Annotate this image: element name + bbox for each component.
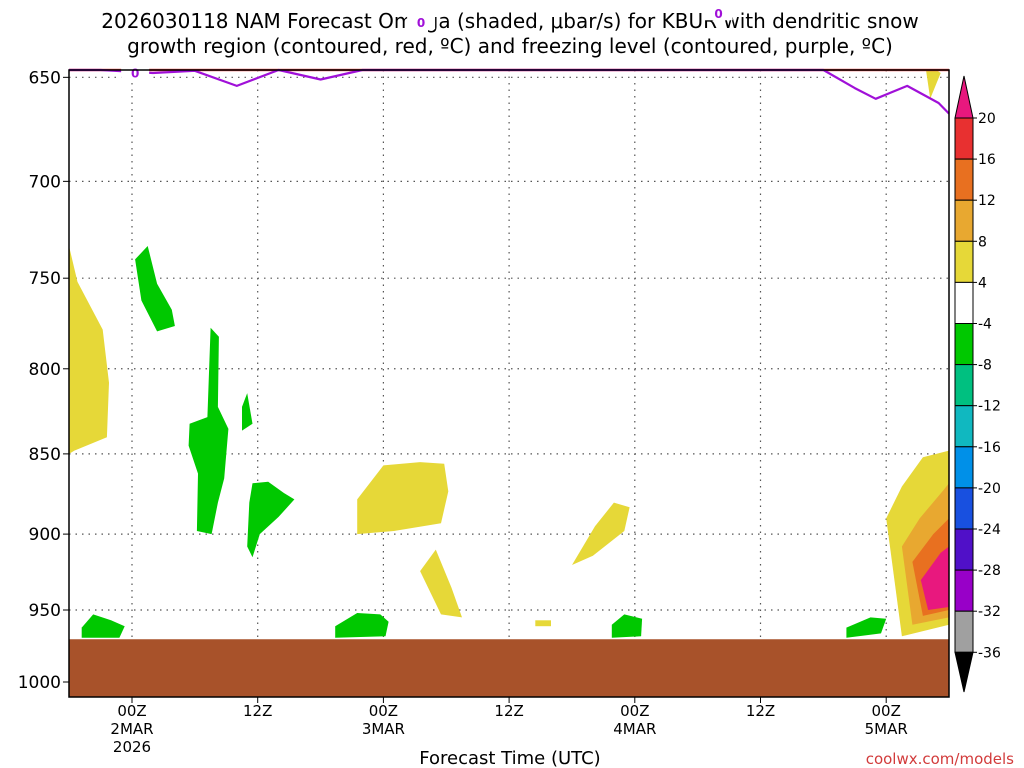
colorbar-segment-6 bbox=[954, 323, 974, 366]
colorbar-segment-3 bbox=[954, 199, 974, 242]
colorbar-label-0: 20 bbox=[978, 111, 996, 127]
colorbar-label-11: -28 bbox=[978, 563, 1001, 579]
y-axis-ticks: 2503003504004505005506006507007508008509… bbox=[18, 68, 69, 693]
contour-label-8: 0 bbox=[714, 7, 722, 21]
omega-region-8 bbox=[535, 620, 551, 627]
chart-title-line2: growth region (contoured, red, ºC) and f… bbox=[127, 34, 893, 58]
colorbar-bottom-arrow bbox=[954, 651, 974, 693]
colorbar-segment-11 bbox=[954, 528, 974, 571]
colorbar-top-arrow bbox=[954, 75, 974, 119]
omega-region-18 bbox=[247, 481, 295, 558]
contour-label-7: 0 bbox=[417, 16, 425, 30]
contour-label-bg-6 bbox=[121, 65, 150, 81]
colorbar-segment-1 bbox=[954, 117, 974, 160]
ytick-label-700: 700 bbox=[29, 172, 61, 192]
omega-region-5 bbox=[357, 462, 449, 535]
colorbar-segment-9 bbox=[954, 446, 974, 489]
contour-labels: -18-18-18-12-12-12000 bbox=[121, 5, 733, 81]
colorbar-segment-5 bbox=[954, 281, 974, 324]
colorbar-label-13: -36 bbox=[978, 645, 1001, 661]
ytick-label-750: 750 bbox=[29, 269, 61, 289]
colorbar: 20 16 12 8 4 -4 -8 -12 -16 -20 -24 -28 -32 -36 bbox=[954, 75, 1001, 693]
colorbar-label-5: -4 bbox=[978, 317, 992, 333]
xtick-label-2: 00Z bbox=[369, 702, 398, 720]
ytick-label-950: 950 bbox=[29, 601, 61, 621]
xtick-label-0: 00Z bbox=[117, 702, 146, 720]
ytick-label-1000: 1000 bbox=[18, 673, 61, 693]
xtick-date-6: 5MAR bbox=[865, 720, 908, 738]
contour-label-bg-7 bbox=[407, 14, 436, 30]
ytick-label-850: 850 bbox=[29, 445, 61, 465]
omega-region-4 bbox=[69, 246, 109, 454]
xtick-date-0: 2MAR bbox=[110, 720, 153, 738]
omega-shading bbox=[69, 70, 949, 638]
omega-region-19 bbox=[81, 614, 125, 638]
omega-region-20 bbox=[335, 613, 389, 638]
colorbar-label-8: -16 bbox=[978, 440, 1001, 456]
colorbar-label-12: -32 bbox=[978, 604, 1001, 620]
xtick-label-3: 12Z bbox=[494, 702, 523, 720]
xtick-year-0: 2026 bbox=[113, 738, 151, 756]
omega-region-17 bbox=[242, 393, 253, 431]
colorbar-segment-10 bbox=[954, 487, 974, 530]
x-axis-label: Forecast Time (UTC) bbox=[419, 748, 600, 768]
colorbar-label-10: -24 bbox=[978, 522, 1001, 538]
xtick-label-6: 00Z bbox=[872, 702, 901, 720]
contour-label-bg-8 bbox=[704, 5, 733, 21]
omega-region-15 bbox=[135, 246, 175, 332]
omega-region-10 bbox=[926, 70, 941, 99]
contour-label-6: 0 bbox=[131, 67, 139, 81]
omega-region-16 bbox=[188, 327, 229, 535]
colorbar-label-9: -20 bbox=[978, 481, 1001, 497]
colorbar-segment-2 bbox=[954, 158, 974, 201]
omega-region-14 bbox=[920, 546, 949, 610]
credit-text: coolwx.com/models bbox=[866, 750, 1014, 768]
xtick-date-4: 4MAR bbox=[613, 720, 656, 738]
xtick-label-4: 00Z bbox=[620, 702, 649, 720]
colorbar-label-2: 12 bbox=[978, 193, 996, 209]
colorbar-segment-13 bbox=[954, 610, 974, 653]
colorbar-label-7: -12 bbox=[978, 399, 1001, 415]
colorbar-label-3: 8 bbox=[978, 234, 987, 250]
ytick-label-900: 900 bbox=[29, 525, 61, 545]
colorbar-label-1: 16 bbox=[978, 152, 996, 168]
xtick-date-2: 3MAR bbox=[362, 720, 405, 738]
xtick-label-5: 12Z bbox=[746, 702, 775, 720]
colorbar-segment-8 bbox=[954, 405, 974, 448]
colorbar-label-6: -8 bbox=[978, 358, 992, 374]
omega-region-6 bbox=[420, 549, 462, 618]
omega-region-21 bbox=[611, 614, 643, 638]
colorbar-segment-12 bbox=[954, 569, 974, 612]
gridlines bbox=[69, 70, 949, 697]
ytick-label-800: 800 bbox=[29, 360, 61, 380]
colorbar-segment-4 bbox=[954, 240, 974, 283]
ytick-label-650: 650 bbox=[29, 68, 61, 88]
omega-region-7 bbox=[572, 502, 630, 565]
omega-region-22 bbox=[846, 617, 887, 638]
xtick-label-1: 12Z bbox=[243, 702, 272, 720]
colorbar-label-4: 4 bbox=[978, 275, 987, 291]
terrain-fill bbox=[69, 639, 949, 697]
colorbar-segment-7 bbox=[954, 364, 974, 407]
chart-title-line1: 2026030118 NAM Forecast Omega (shaded, μ… bbox=[101, 9, 918, 33]
